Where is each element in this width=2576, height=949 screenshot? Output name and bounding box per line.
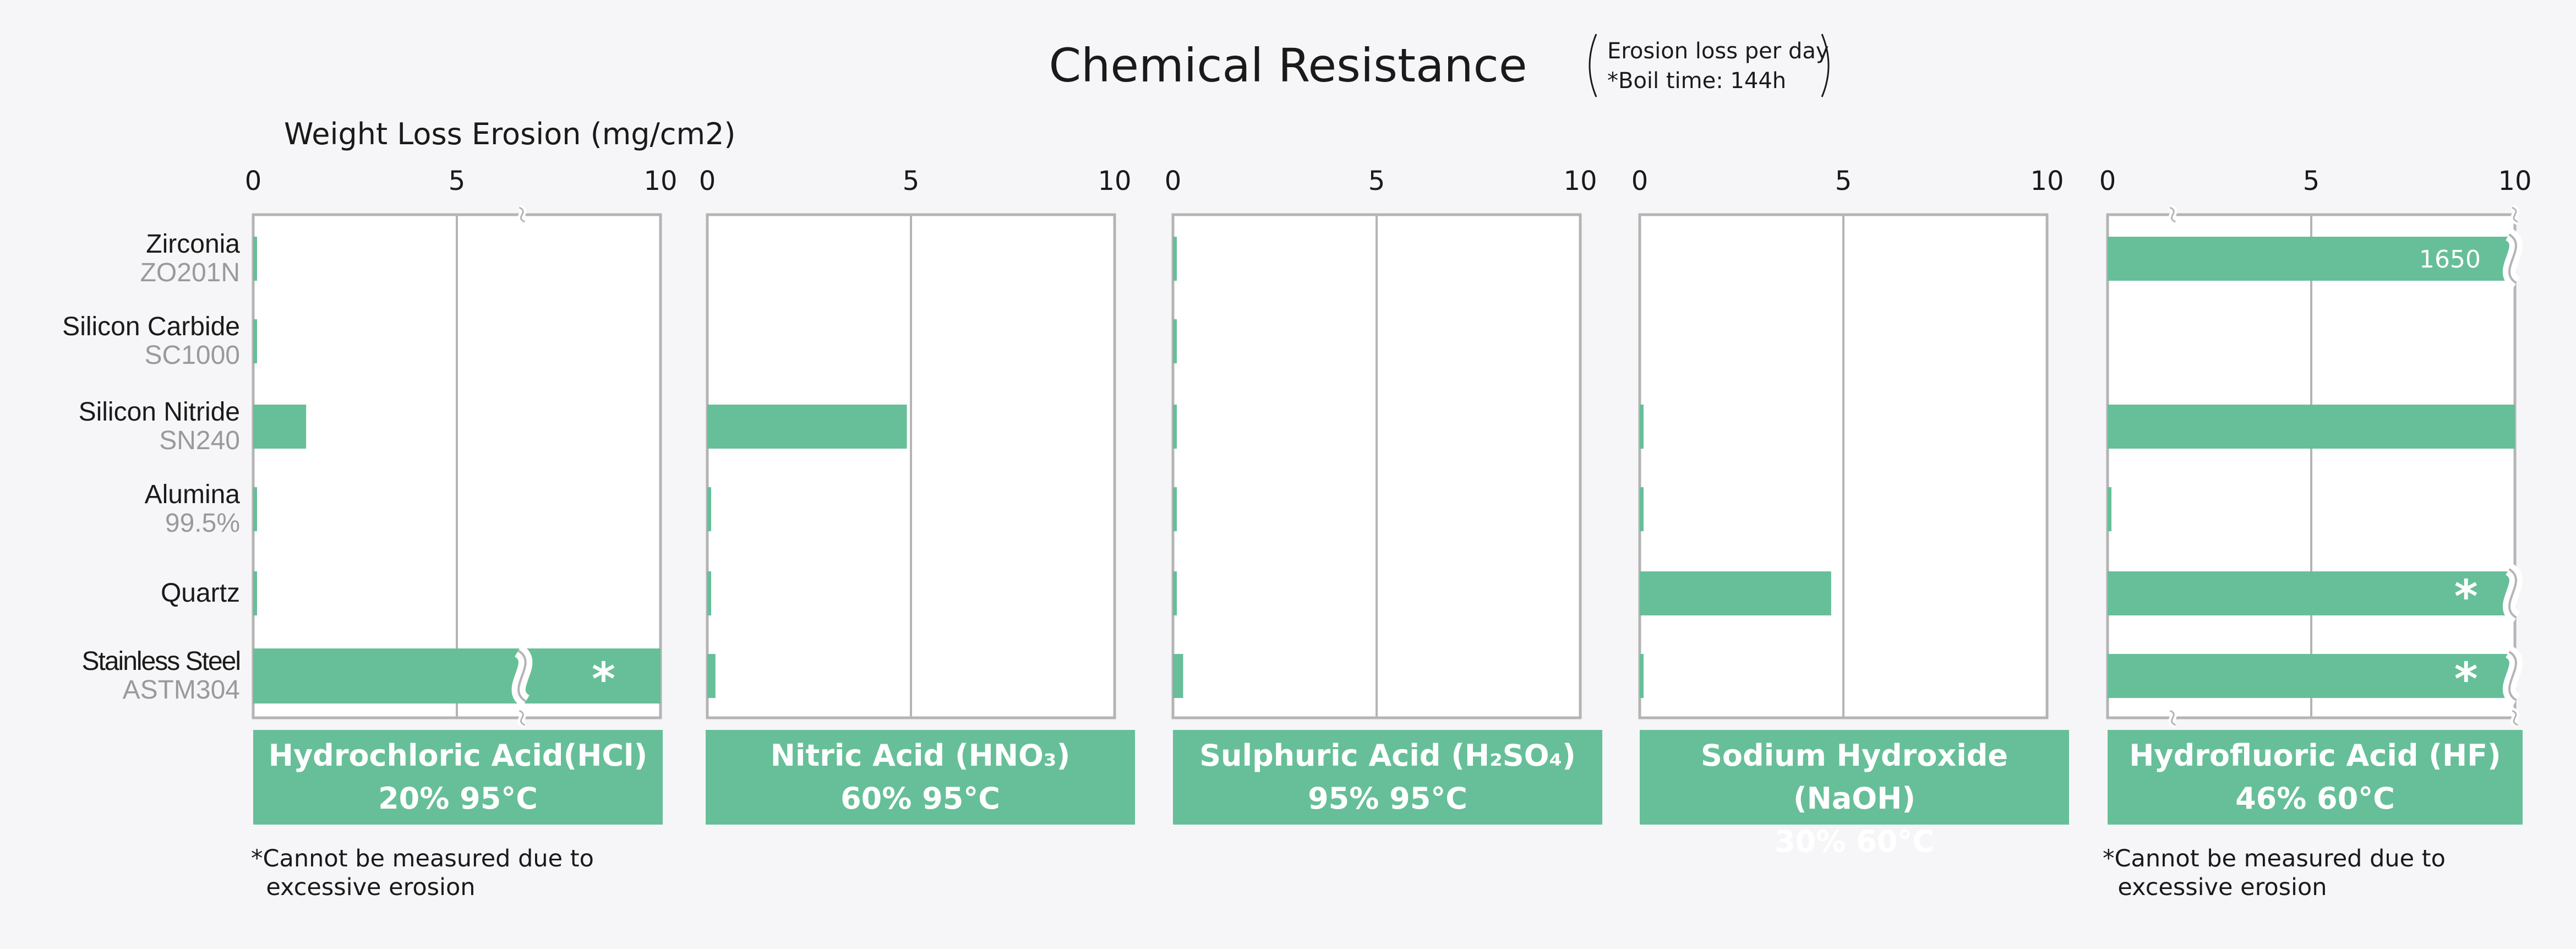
bar-label-asterisk: * xyxy=(592,653,615,706)
bar xyxy=(1640,654,1644,698)
x-tick-label: 10 xyxy=(643,166,677,197)
bar xyxy=(1640,487,1644,531)
panel-title-condition: 20% 95°C xyxy=(378,781,538,816)
bar xyxy=(2108,405,2515,449)
bar xyxy=(707,654,716,698)
x-tick-label: 5 xyxy=(449,166,466,197)
x-tick-label: 0 xyxy=(1631,166,1649,197)
axis-break-mark xyxy=(2512,710,2518,726)
bar xyxy=(253,571,257,615)
x-tick-label: 5 xyxy=(1835,166,1852,197)
category-name: Silicon Nitride xyxy=(78,397,240,427)
chart-title: Chemical Resistance xyxy=(1049,39,1527,92)
panel-footnote: *Cannot be measured due to excessive ero… xyxy=(2103,845,2446,901)
bar xyxy=(253,405,307,449)
x-tick-label: 10 xyxy=(2030,166,2064,197)
category-label: Stainless Steel ASTM304 xyxy=(81,647,241,705)
panel-title: Sulphuric Acid (H₂SO₄) 95% 95°C xyxy=(1173,730,1602,825)
bar-label-asterisk: * xyxy=(2454,653,2478,706)
x-tick-label: 0 xyxy=(699,166,716,197)
x-tick-label: 5 xyxy=(903,166,920,197)
panel-title-condition: 60% 95°C xyxy=(841,781,1000,816)
panel-title: Hydrofluoric Acid (HF) 46% 60°C xyxy=(2108,730,2523,825)
category-name: Alumina xyxy=(144,480,240,509)
panel-title: Nitric Acid (HNO₃) 60% 95°C xyxy=(706,730,1135,825)
chart-note-erosion: Erosion loss per day xyxy=(1607,39,1829,64)
category-label: Quartz xyxy=(161,579,240,608)
panel-title-reagent: Nitric Acid (HNO₃) xyxy=(770,738,1071,773)
panel-title-reagent: Hydrofluoric Acid (HF) xyxy=(2129,738,2501,773)
bar xyxy=(1640,405,1644,449)
bar xyxy=(1173,405,1177,449)
bar xyxy=(1173,571,1177,615)
category-label: Zirconia ZO201N xyxy=(140,230,240,287)
bar xyxy=(1173,319,1177,363)
bar xyxy=(1640,571,1831,615)
x-axis-label: Weight Loss Erosion (mg/cm2) xyxy=(284,117,736,151)
axis-break-mark xyxy=(2169,710,2176,726)
note-brackets xyxy=(1589,34,1830,97)
category-grade: SC1000 xyxy=(144,341,240,370)
x-tick-label: 5 xyxy=(1368,166,1385,197)
panel-title-reagent: Sulphuric Acid (H₂SO₄) xyxy=(1199,738,1576,773)
bar xyxy=(2108,237,2515,281)
category-grade: ZO201N xyxy=(140,258,240,287)
bar-value-label: 1650 xyxy=(2419,246,2481,274)
bar xyxy=(2108,571,2515,615)
bar xyxy=(707,405,907,449)
panel-title: Hydrochloric Acid(HCl) 20% 95°C xyxy=(253,730,663,825)
bar xyxy=(1173,654,1183,698)
x-tick-label: 10 xyxy=(1098,166,1131,197)
bar xyxy=(253,237,257,281)
bar xyxy=(253,648,661,703)
x-tick-label: 10 xyxy=(1563,166,1597,197)
x-tick-label: 5 xyxy=(2303,166,2320,197)
panel-title-condition: 30% 60°C xyxy=(1775,824,1934,859)
panel-title-reagent: Sodium Hydroxide (NaOH) xyxy=(1700,738,2009,816)
bar xyxy=(2108,654,2515,698)
panel-footnote: *Cannot be measured due to excessive ero… xyxy=(251,845,594,901)
chart-note-box: Erosion loss per day *Boil time: 144h xyxy=(1580,32,1838,99)
bar xyxy=(1173,237,1177,281)
axis-break-mark xyxy=(2512,206,2518,223)
axis-break-mark-outline xyxy=(517,650,527,702)
bar xyxy=(2108,487,2111,531)
category-label: Alumina 99.5% xyxy=(145,481,240,538)
axis-break-mark xyxy=(2169,206,2176,223)
category-name: Silicon Carbide xyxy=(62,312,240,341)
x-tick-label: 0 xyxy=(1165,166,1182,197)
category-grade: 99.5% xyxy=(165,509,240,538)
category-grade: ASTM304 xyxy=(122,675,240,705)
bar xyxy=(707,487,711,531)
panel-title-condition: 95% 95°C xyxy=(1308,781,1467,816)
row-labels: Zirconia ZO201N Silicon Carbide SC1000 Silic… xyxy=(0,0,241,949)
panel-title: Sodium Hydroxide (NaOH) 30% 60°C xyxy=(1640,730,2069,859)
category-label: Silicon Nitride SN240 xyxy=(79,398,240,455)
chart-note-boil-time: *Boil time: 144h xyxy=(1607,68,1787,94)
bar xyxy=(253,319,257,363)
x-tick-label: 0 xyxy=(245,166,262,197)
category-name: Stainless Steel xyxy=(81,647,241,676)
category-label: Silicon Carbide SC1000 xyxy=(62,313,240,370)
panel-title-condition: 46% 60°C xyxy=(2235,781,2395,816)
panel-title-reagent: Hydrochloric Acid(HCl) xyxy=(268,738,648,773)
axis-break-mark-outline xyxy=(2508,651,2517,701)
axis-break-mark xyxy=(519,206,526,223)
bar xyxy=(253,487,257,531)
category-name: Zirconia xyxy=(146,230,240,259)
bar xyxy=(1173,487,1177,531)
category-name: Quartz xyxy=(160,579,240,608)
axis-break-mark xyxy=(519,710,526,726)
bar-label-asterisk: * xyxy=(2454,571,2478,623)
bar xyxy=(707,571,711,615)
axis-break-mark-outline xyxy=(2508,568,2517,619)
axis-break-mark-outline xyxy=(2508,233,2517,284)
x-tick-label: 0 xyxy=(2099,166,2116,197)
category-grade: SN240 xyxy=(159,426,240,455)
x-tick-label: 10 xyxy=(2498,166,2531,197)
